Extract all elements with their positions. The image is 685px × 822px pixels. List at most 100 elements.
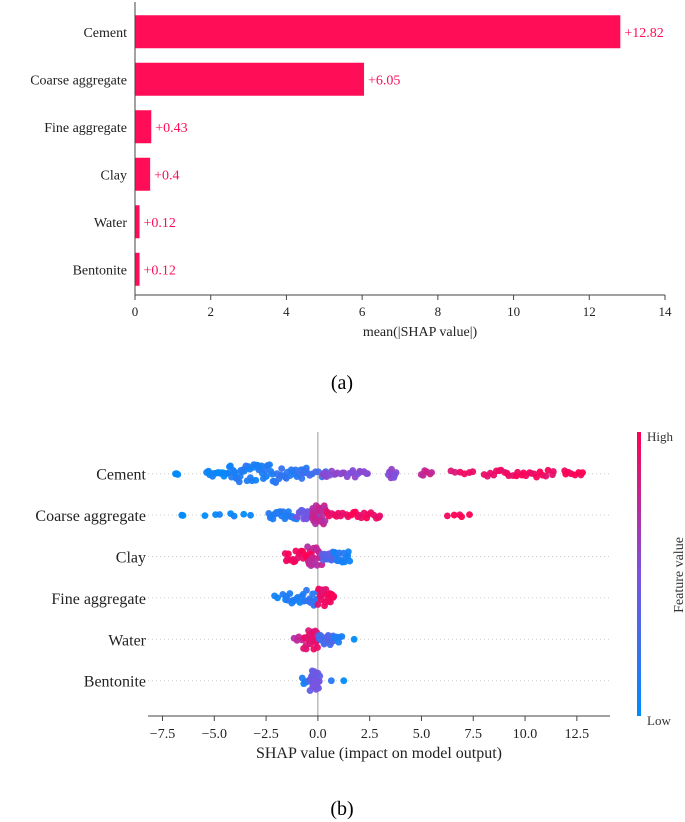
bar-fine-aggregate <box>135 110 152 144</box>
bar-bentonite <box>135 252 140 286</box>
point-coarse-aggregate <box>321 517 329 525</box>
point-water <box>314 644 321 651</box>
panel-label-b: (b) <box>330 798 353 820</box>
point-fine-aggregate <box>330 592 338 600</box>
x-axis: 0 2 4 6 8 10 12 14 <box>132 2 672 319</box>
point-coarse-aggregate <box>247 511 254 519</box>
y-label-coarse-aggregate: Coarse aggregate <box>30 73 127 88</box>
colorbar-low-label: Low <box>647 713 671 728</box>
point-coarse-aggregate <box>201 512 209 520</box>
value-label-bentonite: +0.12 <box>144 263 176 278</box>
point-clay <box>304 543 311 551</box>
point-clay <box>344 548 352 556</box>
value-label-water: +0.12 <box>144 216 176 231</box>
y-label-cement: Cement <box>83 26 127 41</box>
point-cement <box>544 466 552 474</box>
point-cement <box>428 469 436 476</box>
y-tick-labels: Cement Coarse aggregate Clay Fine aggregate… <box>35 467 146 691</box>
panel-label-a: (a) <box>331 372 353 394</box>
point-cement <box>278 465 286 473</box>
row-gridlines <box>148 473 610 682</box>
x-axis: −7.5 −5.0 −2.5 0.0 2.5 5.0 7.5 10.0 12.5 <box>148 715 610 742</box>
point-clay <box>346 557 354 565</box>
point-cement <box>349 467 357 474</box>
point-cement <box>549 468 557 475</box>
x-tick-label-8: 12.5 <box>565 727 590 742</box>
x-tick-label-3: 0.0 <box>309 727 327 742</box>
point-fine-aggregate <box>322 585 330 593</box>
point-coarse-aggregate <box>240 510 248 518</box>
x-tick-label-10: 10 <box>507 304 520 319</box>
value-label-clay: +0.4 <box>154 168 179 183</box>
point-bentonite <box>315 684 322 692</box>
bar-cement <box>135 15 621 49</box>
point-cement <box>292 466 299 474</box>
y-label-water: Water <box>94 216 127 231</box>
point-clay <box>285 550 292 558</box>
point-cement <box>266 461 273 469</box>
colorbar-high-label: High <box>647 429 674 444</box>
point-coarse-aggregate <box>443 512 451 520</box>
point-fine-aggregate <box>303 586 310 594</box>
x-tick-label-5: 5.0 <box>413 727 431 742</box>
colorbar-gradient <box>637 432 641 716</box>
x-tick-label-6: 6 <box>359 304 366 319</box>
x-tick-label-0: −7.5 <box>150 727 175 742</box>
point-cement <box>235 478 243 486</box>
value-labels: +12.82 +6.05 +0.43 +0.4 +0.12 +0.12 <box>144 26 664 279</box>
point-cement <box>252 476 260 484</box>
point-bentonite <box>316 672 324 680</box>
x-axis-label: mean(|SHAP value|) <box>363 325 478 340</box>
point-fine-aggregate <box>274 594 281 602</box>
point-cement <box>533 473 541 481</box>
point-bentonite <box>315 677 323 685</box>
point-cement <box>174 471 182 478</box>
y-label-clay: Clay <box>116 550 146 567</box>
point-cement <box>231 469 239 476</box>
y-label-fine-aggregate: Fine aggregate <box>44 121 127 136</box>
point-bentonite <box>340 677 348 685</box>
x-tick-label-0: 0 <box>132 304 139 319</box>
point-water <box>302 645 310 653</box>
y-label-bentonite: Bentonite <box>84 674 146 691</box>
bar-series <box>135 15 621 286</box>
point-cement <box>542 472 550 480</box>
bar-water <box>135 205 140 239</box>
y-label-bentonite: Bentonite <box>73 263 127 278</box>
point-cement <box>364 470 371 478</box>
point-water <box>335 638 343 646</box>
colorbar-title: Feature value <box>672 537 685 613</box>
y-label-coarse-aggregate: Coarse aggregate <box>35 508 146 525</box>
point-cement <box>263 472 270 480</box>
value-label-cement: +12.82 <box>624 26 663 41</box>
value-label-fine-aggregate: +0.43 <box>155 121 187 136</box>
y-label-clay: Clay <box>101 168 127 183</box>
bar-coarse-aggregate <box>135 62 365 96</box>
x-tick-label-14: 14 <box>659 304 673 319</box>
x-tick-label-2: 2 <box>207 304 214 319</box>
bar-clay <box>135 157 151 191</box>
x-tick-label-8: 8 <box>435 304 442 319</box>
point-cement <box>392 469 400 476</box>
x-tick-label-2: −2.5 <box>253 727 278 742</box>
colorbar: High Low Feature value <box>637 429 685 728</box>
y-label-cement: Cement <box>96 467 146 484</box>
panel-a-bar-chart: +12.82 +6.05 +0.43 +0.4 +0.12 +0.12 Cement Coa… <box>30 2 672 394</box>
y-tick-labels: Cement Coarse aggregate Fine aggregate Clay… <box>30 26 127 279</box>
x-tick-label-6: 7.5 <box>465 727 483 742</box>
x-tick-label-4: 4 <box>283 304 290 319</box>
point-coarse-aggregate <box>466 511 473 519</box>
point-coarse-aggregate <box>376 512 384 520</box>
x-tick-label-7: 10.0 <box>513 727 538 742</box>
panel-b-beeswarm-chart: Cement Coarse aggregate Clay Fine aggregate… <box>35 429 685 820</box>
value-label-coarse-aggregate: +6.05 <box>368 73 400 88</box>
point-coarse-aggregate <box>458 513 466 521</box>
point-coarse-aggregate <box>216 511 223 518</box>
point-cement <box>451 468 459 476</box>
point-coarse-aggregate <box>179 512 187 519</box>
point-cement <box>258 462 265 470</box>
x-tick-label-12: 12 <box>583 304 596 319</box>
y-label-water: Water <box>108 632 146 649</box>
point-fine-aggregate <box>286 590 294 597</box>
point-bentonite <box>327 677 335 685</box>
